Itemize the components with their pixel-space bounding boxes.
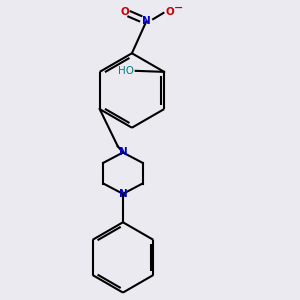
Text: O: O [120,7,129,17]
Text: HO: HO [118,66,134,76]
Text: O: O [165,7,174,17]
Text: N: N [118,148,127,158]
Text: N: N [118,189,127,199]
Text: N: N [142,16,151,26]
Text: −: − [174,3,183,13]
